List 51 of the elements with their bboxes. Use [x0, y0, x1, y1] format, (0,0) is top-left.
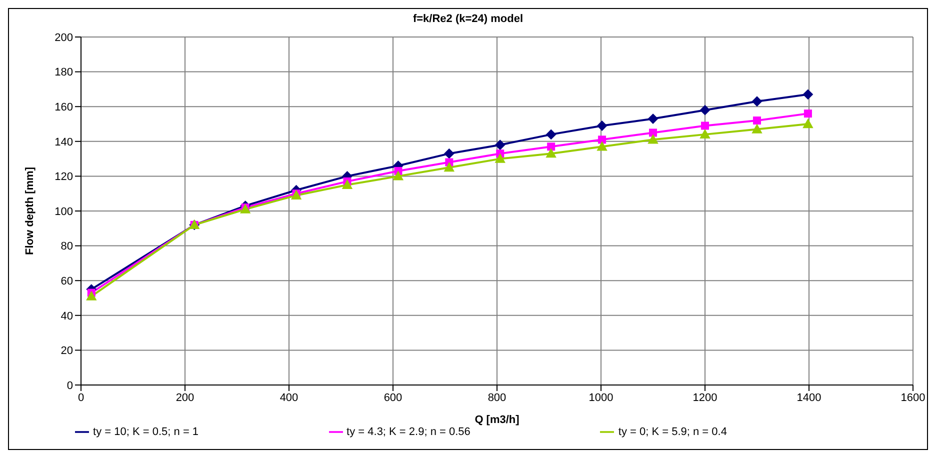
- y-tick-label: 160: [54, 102, 73, 114]
- legend-label: ty = 4.3; K = 2.9; n = 0.56: [346, 426, 470, 438]
- x-tick-label: 800: [488, 392, 506, 404]
- point: [753, 116, 761, 125]
- point: [752, 124, 762, 134]
- point: [546, 148, 556, 158]
- y-tick-label: 100: [54, 206, 73, 218]
- point: [598, 136, 606, 144]
- point: [342, 180, 352, 189]
- point: [444, 162, 454, 172]
- chart-title: f=k/Re2 (k=24) model: [412, 13, 524, 25]
- y-tick-label: 20: [60, 345, 73, 358]
- point: [86, 291, 96, 300]
- point: [752, 96, 762, 106]
- x-tick-label: 200: [176, 392, 194, 404]
- point: [804, 110, 812, 118]
- point: [597, 120, 608, 131]
- point: [701, 122, 709, 130]
- point: [700, 105, 710, 116]
- x-tick-label: 600: [384, 392, 402, 404]
- y-tick-label: 140: [54, 136, 73, 148]
- x-tick-label: 1000: [588, 392, 614, 404]
- x-tick-label: 1600: [900, 392, 926, 404]
- legend-label: ty = 0; K = 5.9; n = 0.4: [618, 426, 727, 438]
- y-tick-label: 80: [60, 240, 73, 253]
- x-axis-title: Q [m3/h]: [474, 414, 520, 426]
- y-tick-label: 40: [60, 310, 73, 322]
- point: [546, 129, 556, 140]
- y-tick-label: 200: [54, 32, 73, 44]
- point: [648, 134, 658, 144]
- point: [700, 129, 710, 139]
- y-tick-label: 180: [54, 66, 73, 79]
- x-tick-label: 1200: [692, 392, 718, 404]
- point: [802, 89, 813, 100]
- point: [495, 140, 506, 150]
- y-tick-label: 0: [66, 380, 73, 392]
- point: [802, 119, 813, 128]
- point: [495, 154, 506, 163]
- point: [597, 142, 608, 151]
- x-tick-label: 400: [280, 392, 298, 404]
- point: [649, 128, 657, 137]
- legend-label: ty = 10; K = 0.5; n = 1: [93, 426, 199, 438]
- y-axis-title: Flow depth [mm]: [24, 166, 36, 255]
- y-tick-label: 120: [54, 171, 73, 184]
- point: [648, 114, 658, 124]
- x-tick-label: 0: [78, 392, 84, 404]
- y-tick-label: 60: [60, 276, 73, 288]
- point: [393, 171, 404, 180]
- point: [444, 148, 454, 159]
- point: [547, 142, 556, 151]
- x-tick-label: 1400: [796, 392, 822, 404]
